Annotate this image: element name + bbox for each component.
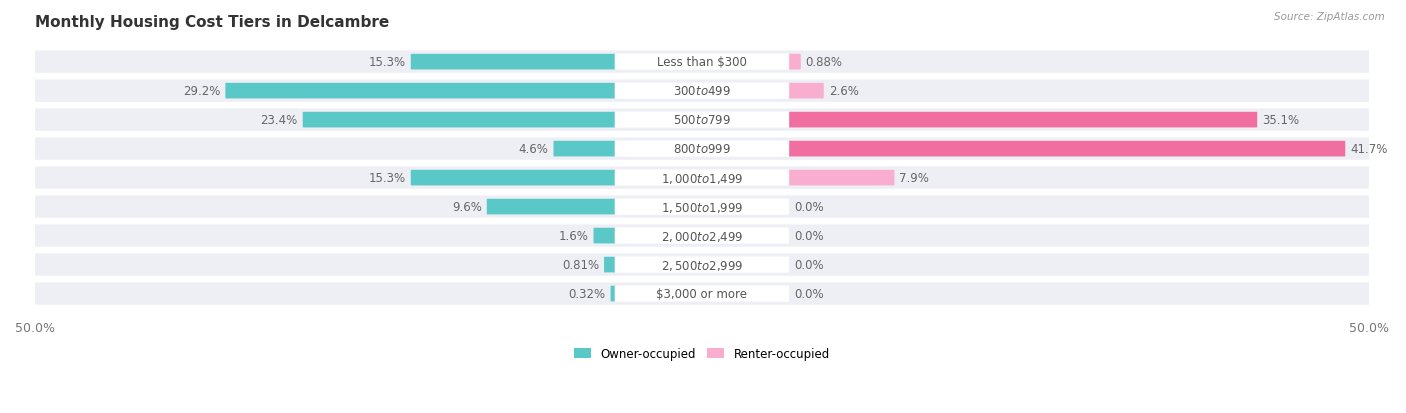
Text: 0.88%: 0.88% xyxy=(806,56,842,69)
Text: 41.7%: 41.7% xyxy=(1350,143,1388,156)
FancyBboxPatch shape xyxy=(554,141,616,157)
FancyBboxPatch shape xyxy=(35,138,1369,160)
FancyBboxPatch shape xyxy=(789,55,801,70)
FancyBboxPatch shape xyxy=(35,51,1369,74)
Text: $800 to $999: $800 to $999 xyxy=(673,143,731,156)
Legend: Owner-occupied, Renter-occupied: Owner-occupied, Renter-occupied xyxy=(569,342,834,365)
FancyBboxPatch shape xyxy=(614,286,789,302)
Text: 29.2%: 29.2% xyxy=(183,85,221,98)
Text: Less than $300: Less than $300 xyxy=(657,56,747,69)
Text: 0.32%: 0.32% xyxy=(568,287,606,300)
FancyBboxPatch shape xyxy=(411,55,616,70)
FancyBboxPatch shape xyxy=(614,112,789,128)
Text: 15.3%: 15.3% xyxy=(368,56,406,69)
FancyBboxPatch shape xyxy=(35,167,1369,189)
FancyBboxPatch shape xyxy=(35,225,1369,247)
Text: $2,500 to $2,999: $2,500 to $2,999 xyxy=(661,258,744,272)
FancyBboxPatch shape xyxy=(35,80,1369,102)
FancyBboxPatch shape xyxy=(614,199,789,215)
Text: 23.4%: 23.4% xyxy=(260,114,298,127)
Text: $2,000 to $2,499: $2,000 to $2,499 xyxy=(661,229,744,243)
Text: Monthly Housing Cost Tiers in Delcambre: Monthly Housing Cost Tiers in Delcambre xyxy=(35,15,389,30)
Text: Source: ZipAtlas.com: Source: ZipAtlas.com xyxy=(1274,12,1385,22)
FancyBboxPatch shape xyxy=(789,141,1346,157)
FancyBboxPatch shape xyxy=(593,228,616,244)
FancyBboxPatch shape xyxy=(225,83,616,99)
Text: 0.0%: 0.0% xyxy=(794,201,824,214)
FancyBboxPatch shape xyxy=(789,170,894,186)
Text: 2.6%: 2.6% xyxy=(828,85,859,98)
Text: 0.0%: 0.0% xyxy=(794,230,824,242)
FancyBboxPatch shape xyxy=(789,112,1257,128)
Text: 4.6%: 4.6% xyxy=(519,143,548,156)
FancyBboxPatch shape xyxy=(35,109,1369,131)
Text: 35.1%: 35.1% xyxy=(1263,114,1299,127)
Text: $1,500 to $1,999: $1,500 to $1,999 xyxy=(661,200,744,214)
Text: $300 to $499: $300 to $499 xyxy=(673,85,731,98)
FancyBboxPatch shape xyxy=(605,257,616,273)
FancyBboxPatch shape xyxy=(614,170,789,186)
FancyBboxPatch shape xyxy=(610,286,616,301)
Text: 9.6%: 9.6% xyxy=(451,201,482,214)
FancyBboxPatch shape xyxy=(486,199,616,215)
FancyBboxPatch shape xyxy=(302,112,616,128)
Text: $1,000 to $1,499: $1,000 to $1,499 xyxy=(661,171,744,185)
FancyBboxPatch shape xyxy=(35,196,1369,218)
Text: 0.81%: 0.81% xyxy=(562,259,599,271)
Text: $3,000 or more: $3,000 or more xyxy=(657,287,748,300)
FancyBboxPatch shape xyxy=(614,55,789,71)
FancyBboxPatch shape xyxy=(789,83,824,99)
FancyBboxPatch shape xyxy=(35,283,1369,305)
FancyBboxPatch shape xyxy=(614,141,789,157)
Text: 15.3%: 15.3% xyxy=(368,172,406,185)
FancyBboxPatch shape xyxy=(614,228,789,244)
FancyBboxPatch shape xyxy=(35,254,1369,276)
Text: 0.0%: 0.0% xyxy=(794,287,824,300)
Text: $500 to $799: $500 to $799 xyxy=(673,114,731,127)
Text: 7.9%: 7.9% xyxy=(900,172,929,185)
FancyBboxPatch shape xyxy=(614,257,789,273)
Text: 1.6%: 1.6% xyxy=(558,230,589,242)
FancyBboxPatch shape xyxy=(411,170,616,186)
FancyBboxPatch shape xyxy=(614,83,789,100)
Text: 0.0%: 0.0% xyxy=(794,259,824,271)
